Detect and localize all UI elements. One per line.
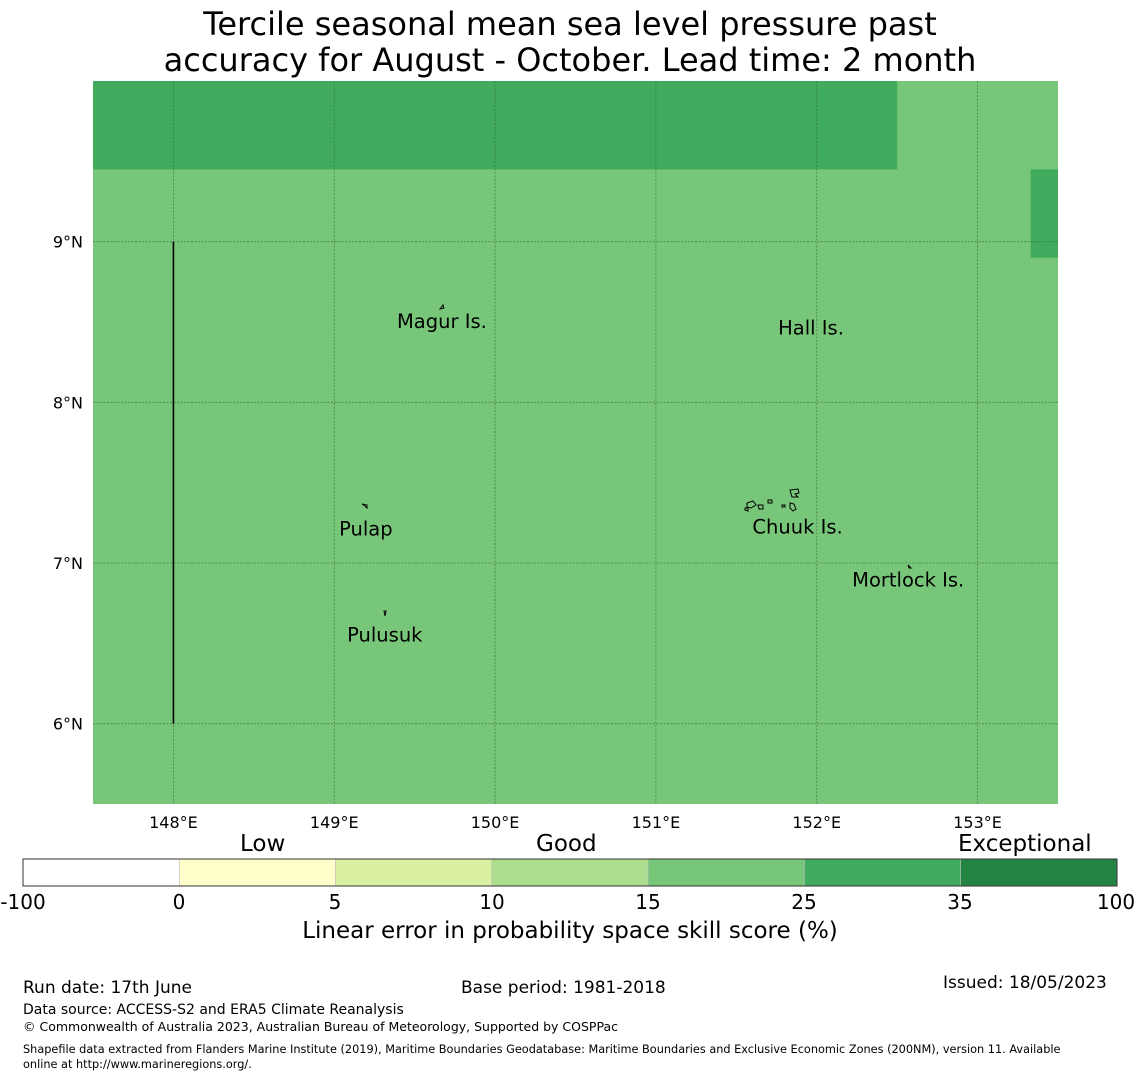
- colorbar-segment: [335, 858, 493, 887]
- latitude-tick-label: 7°N: [53, 554, 83, 573]
- colorbar-segment: [178, 858, 336, 887]
- place-label-hall-is: Hall Is.: [778, 316, 844, 339]
- issued-date: Issued: 18/05/2023: [943, 973, 1107, 993]
- place-label-pulusuk: Pulusuk: [347, 623, 423, 646]
- longitude-tick-label: 152°E: [792, 813, 841, 832]
- chuuk-island-outline: [746, 500, 757, 509]
- title-line-2: accuracy for August - October. Lead time…: [163, 41, 977, 79]
- colorbar-tick: 0: [172, 890, 186, 914]
- place-label-pulap: Pulap: [339, 517, 393, 540]
- colorbar-tick: 5: [328, 890, 342, 914]
- run-date: Run date: 17th June: [23, 978, 192, 998]
- mortlock-island-outline: [907, 564, 913, 569]
- base-period: Base period: 1981-2018: [461, 978, 666, 998]
- colorbar-tick: 10: [479, 890, 505, 914]
- colorbar-segment: [960, 858, 1118, 887]
- longitude-tick-label: 150°E: [471, 813, 520, 832]
- chuuk-island-outline: [781, 504, 786, 508]
- chuuk-island-outline: [744, 507, 749, 512]
- longitude-tick-label: 149°E: [310, 813, 359, 832]
- shapefile-credit-line-2: online at http://www.marineregions.org/.: [23, 1058, 252, 1071]
- title-line-1: Tercile seasonal mean sea level pressure…: [203, 5, 937, 43]
- pulusuk-island-outline: [383, 610, 387, 617]
- longitude-tick-label: 151°E: [632, 813, 681, 832]
- place-label-mortlock-is: Mortlock Is.: [852, 569, 964, 592]
- longitude-tick-label: 153°E: [953, 813, 1002, 832]
- shapefile-credit-line-1: Shapefile data extracted from Flanders M…: [23, 1043, 1061, 1056]
- colorbar-tick: 25: [791, 890, 817, 914]
- magur-island-outline: [438, 303, 445, 310]
- place-label-chuuk-is: Chuuk Is.: [752, 516, 842, 539]
- colorbar-segment: [647, 858, 805, 887]
- colorbar-segment: [22, 858, 180, 887]
- colorbar-frame: [22, 858, 1118, 887]
- chuuk-island-outline: [789, 502, 797, 512]
- colorbar-tick: -100: [0, 890, 46, 914]
- colorbar-segment: [491, 858, 649, 887]
- latitude-tick-label: 9°N: [53, 233, 83, 252]
- colorbar-tick: 15: [635, 890, 661, 914]
- colorbar-tick: 35: [947, 890, 973, 914]
- place-label-magur-is: Magur Is.: [397, 310, 487, 333]
- latitude-tick-label: 8°N: [53, 393, 83, 412]
- longitude-tick-label: 148°E: [149, 813, 198, 832]
- map-title: Tercile seasonal mean sea level pressure…: [0, 6, 1140, 78]
- chuuk-island-outline: [767, 499, 773, 504]
- colorbar-category-low: Low: [240, 831, 286, 857]
- latitude-tick-label: 6°N: [53, 715, 83, 734]
- pulap-island-outline: [361, 503, 368, 510]
- skill-field-background: [93, 81, 1058, 804]
- colorbar-category-exceptional: Exceptional: [958, 831, 1092, 857]
- chuuk-island-outline: [757, 504, 764, 510]
- colorbar-category-good: Good: [536, 831, 597, 857]
- copyright: © Commonwealth of Australia 2023, Austra…: [23, 1019, 618, 1034]
- colorbar-tick: 100: [1096, 890, 1136, 914]
- colorbar-title: Linear error in probability space skill …: [302, 918, 838, 944]
- data-source: Data source: ACCESS-S2 and ERA5 Climate …: [23, 1002, 404, 1018]
- colorbar-segment: [804, 858, 962, 887]
- skill-cell-high: [1030, 169, 1058, 258]
- chuuk-lagoon-outline: [789, 488, 800, 498]
